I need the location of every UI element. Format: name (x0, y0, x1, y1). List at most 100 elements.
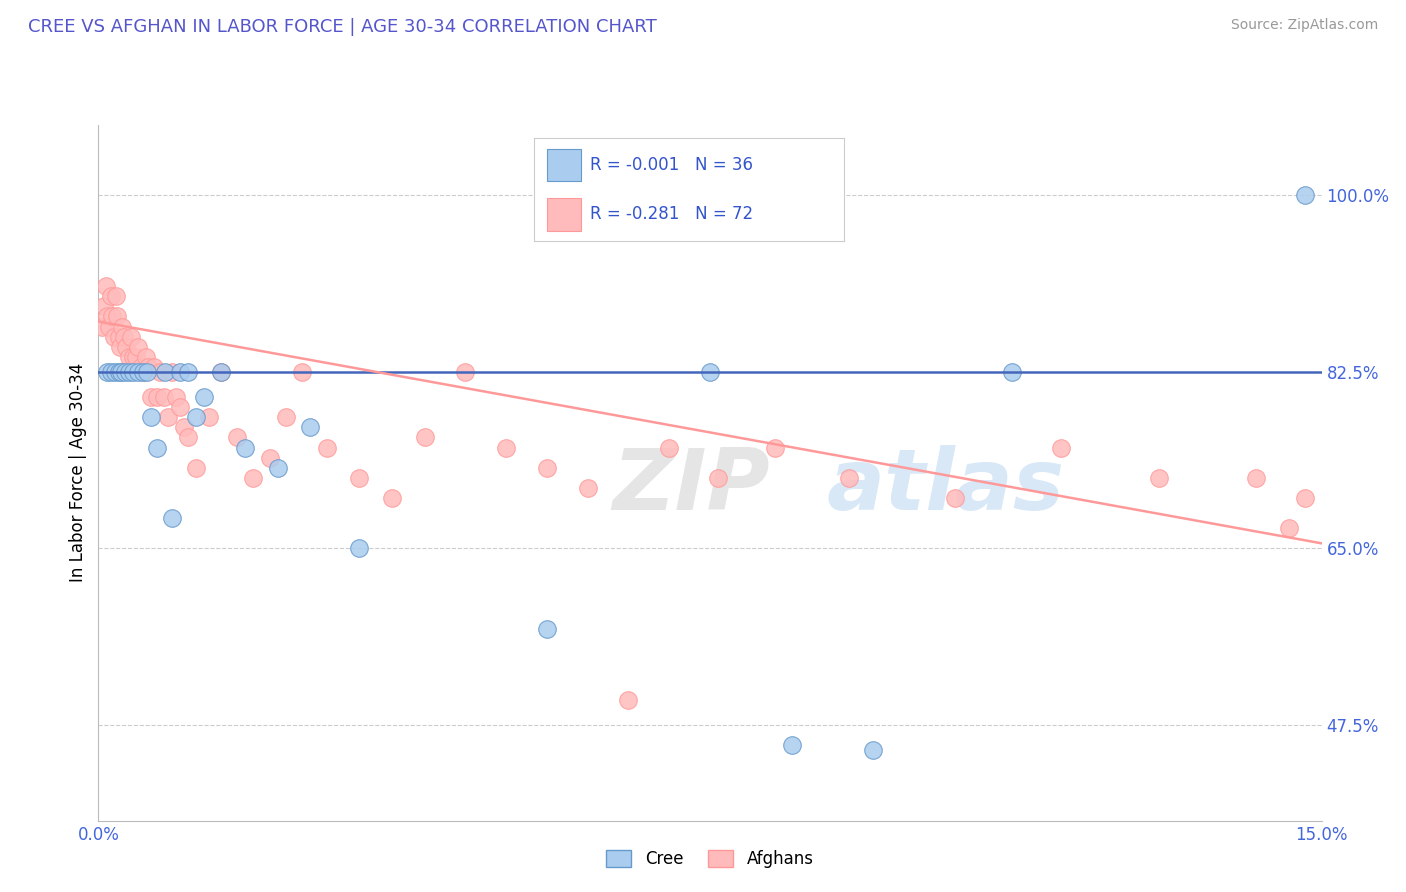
Point (122, 350, 145, 364)
Point (862, 743, 884, 757)
Point (112, 329, 135, 343)
Point (121, 365, 143, 379)
Point (114, 365, 136, 379)
Point (1246, 471, 1268, 485)
Point (617, 692, 640, 706)
Point (118, 365, 141, 379)
Point (1278, 521, 1301, 535)
Point (98, 319, 121, 334)
Point (413, 430, 436, 444)
Point (127, 340, 149, 354)
Point (100, 365, 122, 379)
Point (349, 471, 371, 485)
Point (233, 441, 256, 455)
Point (101, 310, 124, 324)
Point (104, 289, 127, 303)
Bar (547, 198, 581, 230)
Point (173, 420, 195, 434)
Point (259, 450, 281, 465)
Point (149, 365, 172, 379)
Point (136, 359, 159, 374)
Point (141, 390, 163, 404)
Point (299, 420, 322, 434)
Point (115, 340, 138, 354)
Point (108, 365, 131, 379)
Point (135, 350, 157, 364)
Bar (547, 149, 581, 181)
Point (1294, 188, 1316, 202)
Text: R = -0.001   N = 36: R = -0.001 N = 36 (591, 156, 754, 174)
Point (169, 365, 191, 379)
Point (349, 541, 371, 556)
Point (132, 365, 155, 379)
Point (780, 738, 803, 752)
Point (93, 299, 115, 313)
Point (1049, 441, 1071, 455)
Point (291, 365, 314, 379)
Point (943, 491, 966, 505)
Point (699, 365, 721, 379)
Point (160, 511, 183, 525)
Point (1294, 491, 1316, 505)
Point (120, 329, 142, 343)
Point (209, 365, 232, 379)
Point (155, 365, 177, 379)
Point (96, 365, 118, 379)
Point (1147, 471, 1170, 485)
Point (838, 471, 860, 485)
Point (381, 491, 404, 505)
Point (536, 460, 558, 475)
Point (274, 410, 297, 425)
Point (315, 441, 337, 455)
Point (96, 310, 118, 324)
Point (129, 359, 152, 374)
Point (763, 441, 786, 455)
Point (536, 622, 558, 636)
Point (160, 365, 183, 379)
Point (100, 289, 122, 303)
Point (103, 329, 125, 343)
Point (169, 401, 191, 415)
Point (658, 441, 681, 455)
Point (104, 365, 127, 379)
Point (495, 441, 517, 455)
Point (110, 340, 132, 354)
Point (576, 481, 599, 495)
Point (209, 365, 232, 379)
Text: ZIP: ZIP (612, 445, 770, 528)
Point (454, 365, 477, 379)
Text: R = -0.281   N = 72: R = -0.281 N = 72 (591, 205, 754, 223)
Point (132, 365, 155, 379)
Point (91, 319, 114, 334)
Text: atlas: atlas (827, 445, 1064, 528)
Point (177, 430, 200, 444)
Point (156, 410, 179, 425)
Point (242, 471, 264, 485)
Point (108, 329, 131, 343)
Point (177, 365, 200, 379)
Point (193, 390, 215, 404)
Point (125, 350, 148, 364)
Y-axis label: In Labor Force | Age 30-34: In Labor Force | Age 30-34 (69, 363, 87, 582)
Text: CREE VS AFGHAN IN LABOR FORCE | AGE 30-34 CORRELATION CHART: CREE VS AFGHAN IN LABOR FORCE | AGE 30-3… (28, 18, 657, 36)
Point (165, 390, 187, 404)
Point (146, 390, 169, 404)
Point (136, 365, 159, 379)
Point (197, 410, 219, 425)
Point (226, 430, 249, 444)
Point (267, 460, 290, 475)
Point (127, 365, 149, 379)
Point (94, 279, 117, 293)
Point (707, 471, 730, 485)
Point (110, 365, 132, 379)
Text: Source: ZipAtlas.com: Source: ZipAtlas.com (1230, 18, 1378, 32)
Legend: Cree, Afghans: Cree, Afghans (600, 844, 820, 875)
Point (186, 410, 208, 425)
Point (141, 410, 163, 425)
Point (142, 359, 165, 374)
Point (1001, 365, 1024, 379)
Point (105, 310, 128, 324)
Point (152, 390, 174, 404)
Point (117, 350, 139, 364)
Point (111, 319, 134, 334)
